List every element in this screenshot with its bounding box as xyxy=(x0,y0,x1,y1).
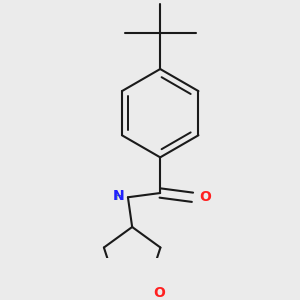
Text: O: O xyxy=(199,190,211,204)
Text: O: O xyxy=(153,286,165,300)
Text: H: H xyxy=(115,190,124,203)
Text: N: N xyxy=(113,189,124,203)
